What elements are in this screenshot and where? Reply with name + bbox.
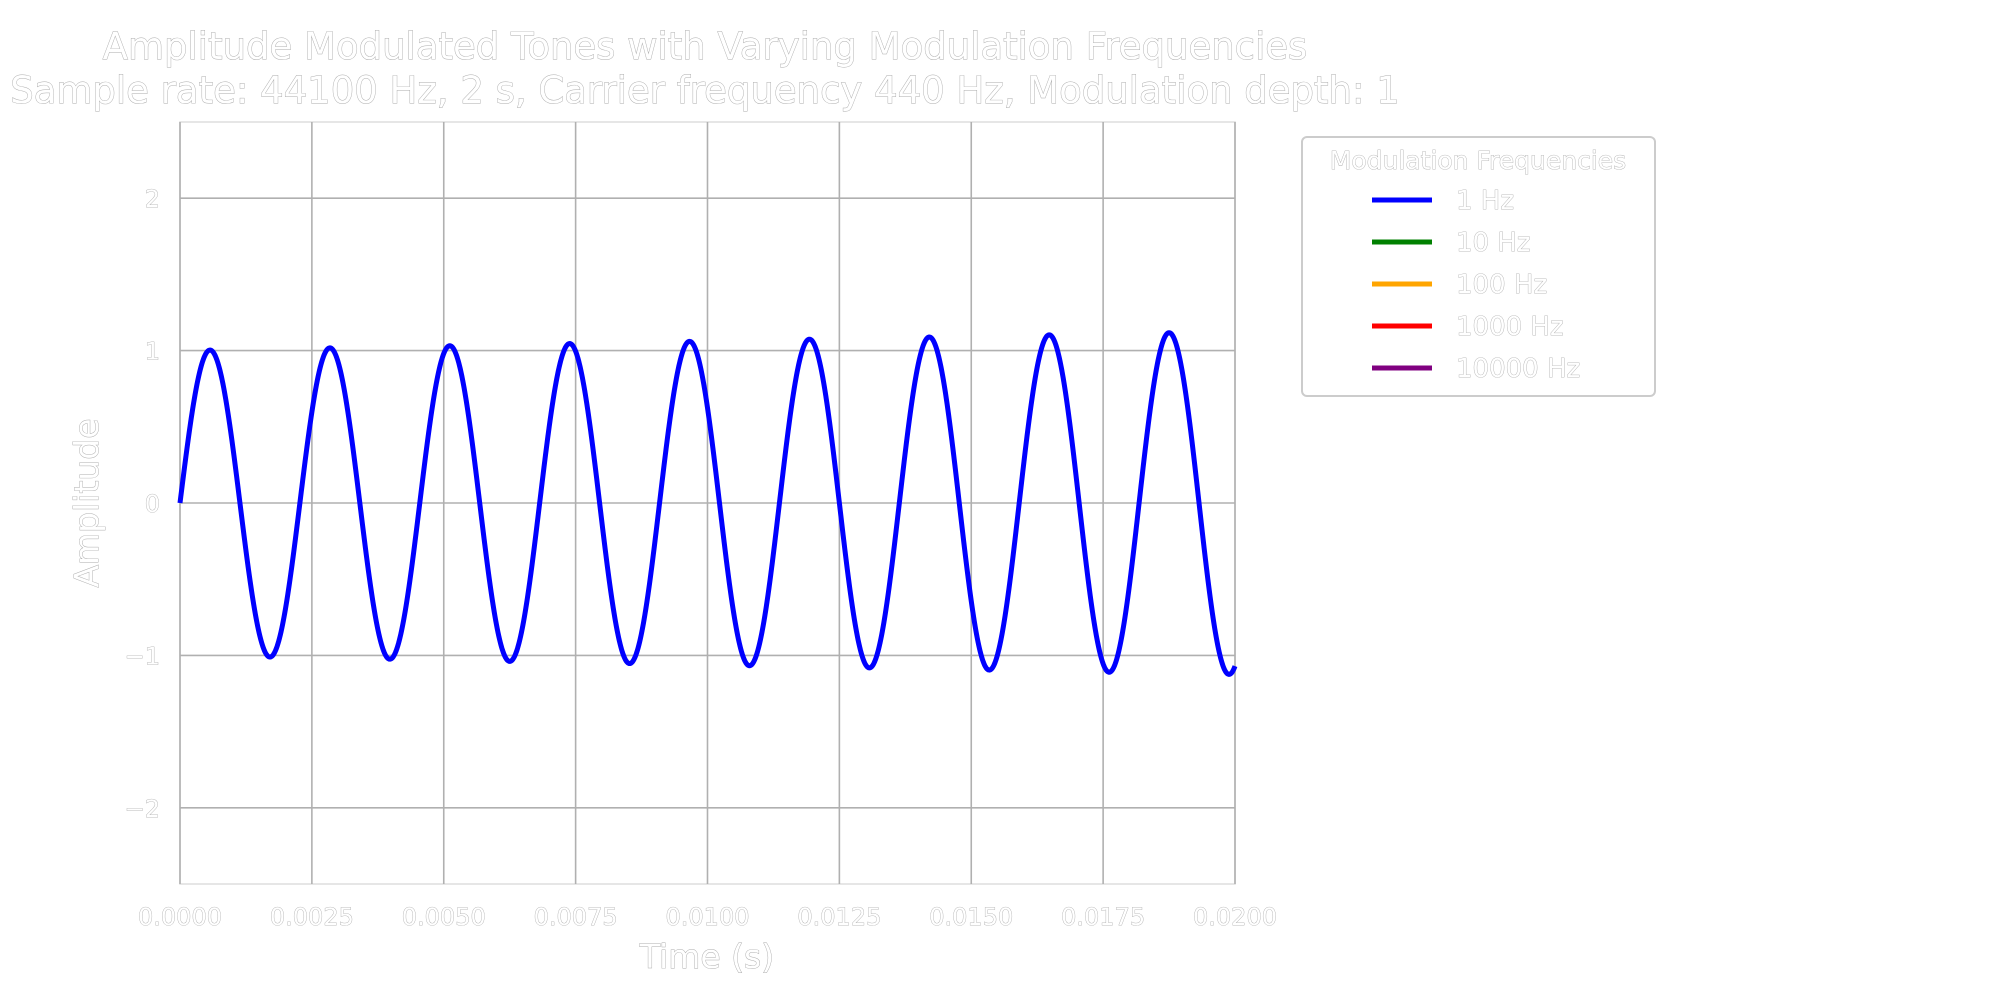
legend-entry: 10000 Hz <box>1372 354 1581 384</box>
x-tick-label: 0.0075 <box>534 903 618 931</box>
plot-area <box>177 121 1238 885</box>
x-tick-label: 0.0200 <box>1193 903 1277 931</box>
x-axis-ticks: 0.0000 0.0025 0.0050 0.0075 0.0100 0.0125 0.01… <box>138 903 1278 932</box>
y-axis-ticks: −2 −1 0 1 2 <box>124 185 160 823</box>
legend-entry: 1 Hz <box>1372 186 1514 216</box>
legend-entry: 100 Hz <box>1372 270 1547 300</box>
y-tick-label: 1 <box>145 338 160 366</box>
x-tick-label: 0.0100 <box>666 903 750 931</box>
y-tick-label: −1 <box>125 642 160 670</box>
chart-subtitle: Sample rate: 44100 Hz, 2 s, Carrier freq… <box>10 69 1400 112</box>
series-layer <box>177 330 1238 677</box>
legend-title: Modulation Frequencies <box>1330 146 1626 175</box>
y-tick-label: 2 <box>145 185 160 213</box>
legend-label: 100 Hz <box>1456 270 1547 300</box>
x-tick-label: 0.0175 <box>1061 903 1145 931</box>
y-tick-label: 0 <box>145 490 160 518</box>
x-axis-label: Time (s) <box>639 937 774 976</box>
legend-label: 1 Hz <box>1456 186 1514 216</box>
chart-title: Amplitude Modulated Tones with Varying M… <box>103 25 1308 68</box>
legend-entries: 1 Hz 10 Hz 100 Hz 1000 Hz 10000 Hz <box>1372 186 1581 384</box>
legend-entry: 1000 Hz <box>1372 312 1564 342</box>
y-axis-label: Amplitude <box>67 418 106 587</box>
legend-entry: 10 Hz <box>1372 228 1531 258</box>
x-tick-label: 0.0050 <box>402 903 486 931</box>
x-tick-label: 0.0150 <box>929 903 1013 931</box>
legend-label: 10 Hz <box>1456 228 1531 258</box>
legend-label: 1000 Hz <box>1456 312 1564 342</box>
series-line-1-hz <box>177 330 1238 677</box>
x-tick-label: 0.0125 <box>797 903 881 931</box>
y-tick-label: −2 <box>125 795 160 823</box>
legend: Modulation Frequencies 1 Hz 10 Hz 100 Hz 10… <box>1301 136 1656 397</box>
legend-label: 10000 Hz <box>1456 354 1580 384</box>
x-tick-label: 0.0000 <box>138 903 222 931</box>
x-tick-label: 0.0025 <box>270 903 354 931</box>
